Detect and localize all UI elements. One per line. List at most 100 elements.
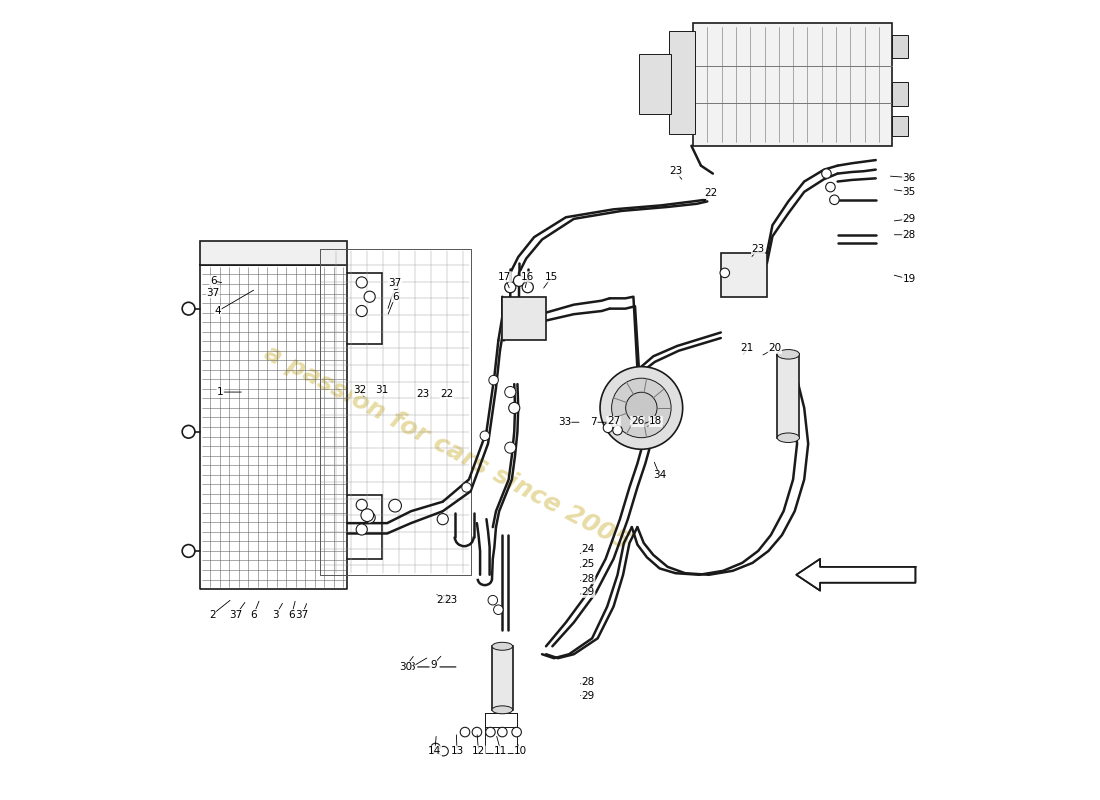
Text: 23: 23 xyxy=(751,244,764,254)
Text: 30: 30 xyxy=(399,662,412,672)
Text: 6: 6 xyxy=(392,292,398,302)
Circle shape xyxy=(356,306,367,317)
Text: 23: 23 xyxy=(416,389,429,398)
Text: 34: 34 xyxy=(653,470,667,481)
Circle shape xyxy=(488,595,497,605)
Bar xyxy=(503,297,546,341)
Bar xyxy=(693,22,892,146)
Text: 32: 32 xyxy=(353,386,366,395)
Text: 37: 37 xyxy=(296,610,309,619)
Text: 23: 23 xyxy=(444,595,458,605)
Polygon shape xyxy=(796,559,824,587)
Text: 17: 17 xyxy=(498,272,512,282)
Ellipse shape xyxy=(778,433,800,442)
Circle shape xyxy=(361,509,374,522)
Text: 3: 3 xyxy=(273,610,279,619)
Bar xyxy=(492,646,513,710)
Bar xyxy=(485,713,517,753)
Text: 21: 21 xyxy=(740,343,754,354)
Text: 5: 5 xyxy=(392,282,398,292)
Circle shape xyxy=(439,746,449,756)
Text: 18: 18 xyxy=(649,417,662,426)
Text: 37: 37 xyxy=(230,610,243,619)
Text: 22: 22 xyxy=(704,189,717,198)
Text: 35: 35 xyxy=(902,187,915,197)
Text: 10: 10 xyxy=(514,746,527,756)
Circle shape xyxy=(720,268,729,278)
Text: 37: 37 xyxy=(207,288,220,298)
Bar xyxy=(669,30,694,134)
Text: 1: 1 xyxy=(217,387,223,397)
Circle shape xyxy=(488,375,498,385)
Circle shape xyxy=(829,195,839,205)
Circle shape xyxy=(822,169,832,178)
Text: 4: 4 xyxy=(214,306,221,316)
Circle shape xyxy=(472,727,482,737)
Text: 19: 19 xyxy=(902,274,915,284)
Circle shape xyxy=(603,423,613,433)
Bar xyxy=(892,116,907,136)
Text: 26: 26 xyxy=(630,417,644,426)
Text: 12: 12 xyxy=(472,746,485,756)
Circle shape xyxy=(601,366,683,450)
Polygon shape xyxy=(796,559,915,590)
Text: 9: 9 xyxy=(430,659,437,670)
Bar xyxy=(720,253,767,297)
Circle shape xyxy=(826,182,835,192)
Text: 20: 20 xyxy=(768,343,781,354)
Text: 28: 28 xyxy=(582,574,595,584)
Circle shape xyxy=(508,402,520,414)
Circle shape xyxy=(497,727,507,737)
Circle shape xyxy=(512,727,521,737)
Text: 7: 7 xyxy=(591,418,597,427)
Bar xyxy=(639,54,671,114)
Ellipse shape xyxy=(492,706,513,714)
Text: 8: 8 xyxy=(408,662,415,672)
Circle shape xyxy=(613,426,623,435)
Circle shape xyxy=(522,282,534,293)
Text: 13: 13 xyxy=(450,746,464,756)
Text: a passion for cars since 2005: a passion for cars since 2005 xyxy=(260,341,634,554)
Text: 37: 37 xyxy=(388,278,401,288)
Text: 29: 29 xyxy=(582,690,595,701)
Circle shape xyxy=(364,512,375,523)
Bar xyxy=(892,34,907,58)
Circle shape xyxy=(505,386,516,398)
Circle shape xyxy=(183,302,195,315)
Text: 15: 15 xyxy=(544,272,558,282)
Bar xyxy=(485,713,517,727)
Circle shape xyxy=(612,378,671,438)
Bar xyxy=(200,241,348,265)
Text: 27: 27 xyxy=(607,417,620,426)
Ellipse shape xyxy=(778,350,800,359)
Text: 25: 25 xyxy=(582,558,595,569)
Text: 22: 22 xyxy=(436,595,450,605)
Text: 31: 31 xyxy=(375,386,388,395)
Circle shape xyxy=(494,605,503,614)
Circle shape xyxy=(183,545,195,558)
Circle shape xyxy=(183,426,195,438)
Text: 36: 36 xyxy=(902,173,915,182)
Text: 29: 29 xyxy=(902,214,915,224)
Circle shape xyxy=(505,442,516,454)
Circle shape xyxy=(480,431,490,441)
Circle shape xyxy=(356,524,367,535)
Text: 29: 29 xyxy=(582,587,595,598)
Circle shape xyxy=(437,514,449,525)
Circle shape xyxy=(364,291,375,302)
Text: 22: 22 xyxy=(440,389,453,398)
Text: 11: 11 xyxy=(494,746,507,756)
Circle shape xyxy=(505,282,516,293)
Circle shape xyxy=(356,277,367,288)
Circle shape xyxy=(356,499,367,510)
Ellipse shape xyxy=(492,642,513,650)
Bar xyxy=(778,354,800,438)
Text: 2: 2 xyxy=(209,610,216,619)
Text: 28: 28 xyxy=(582,677,595,687)
Text: 14: 14 xyxy=(428,746,441,756)
Circle shape xyxy=(514,275,525,286)
Circle shape xyxy=(460,727,470,737)
Circle shape xyxy=(431,743,440,753)
Circle shape xyxy=(388,499,401,512)
Circle shape xyxy=(486,727,495,737)
